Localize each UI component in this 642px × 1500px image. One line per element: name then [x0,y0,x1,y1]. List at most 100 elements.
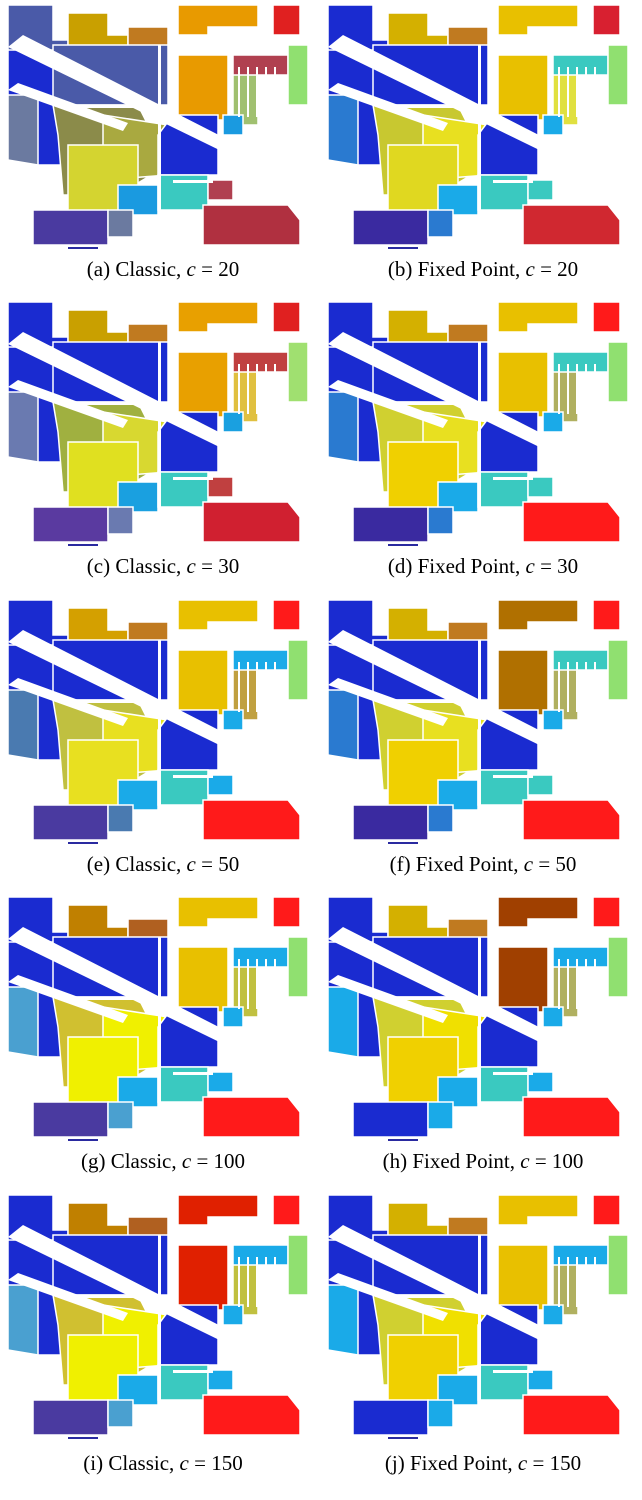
road-diagonal [328,332,578,460]
caption-label: (j) Fixed Point, [384,1451,513,1475]
map-region [177,897,259,928]
parcel-divider [274,959,276,1009]
parcel-divider [594,662,596,712]
map-region [222,1006,244,1028]
parcel-divider [274,364,276,414]
parcel-divider [247,662,249,712]
parcel-divider [558,959,560,1009]
map-region [328,689,359,761]
map-region [497,946,549,1013]
caption-eq: = [196,1149,209,1173]
road-horizontal [173,1370,213,1373]
map-region [272,5,301,36]
parcel-divider [274,1257,276,1307]
segmentation-map-e [8,600,308,845]
map-region [272,302,301,333]
parcel-divider [238,1257,240,1307]
road-horizontal [173,1072,213,1075]
caption-label: (b) Fixed Point, [387,257,521,281]
parcel-divider [274,662,276,712]
caption-var: c [179,1451,189,1475]
map-region [272,600,301,631]
caption-label: (e) Classic, [86,852,182,876]
map-region [328,1284,359,1356]
road-horizontal [493,180,533,183]
parcel-divider [594,1257,596,1307]
caption-g: (g) Classic, c = 100 [8,1149,318,1173]
caption-value: 50 [555,852,577,876]
map-region [552,649,609,671]
map-region [177,302,259,333]
road-diagonal [8,1225,258,1353]
road-horizontal [493,477,533,480]
map-region [497,600,579,631]
parcel-divider [567,959,569,1009]
parcel-divider [256,364,258,414]
map-region [497,897,579,928]
parcel-divider [558,662,560,712]
map-region [232,1244,289,1266]
map-region [522,501,621,543]
caption-value: 20 [557,257,579,281]
map-region [177,649,229,716]
caption-eq: = [534,1149,547,1173]
road-horizontal [388,700,488,703]
map-region [527,179,554,201]
segmentation-map-i [8,1195,308,1440]
road-diagonal [328,630,578,758]
map-region [527,476,554,498]
caption-label: (h) Fixed Point, [382,1149,515,1173]
caption-d: (d) Fixed Point, c = 30 [328,554,638,578]
parcel-divider [265,662,267,712]
caption-label: (c) Classic, [86,554,182,578]
map-region [202,204,301,246]
caption-eq: = [540,554,552,578]
map-region [32,1399,109,1436]
map-underline [68,247,98,249]
parcel-divider [265,364,267,414]
parcel-divider [247,67,249,117]
map-underline [388,544,418,546]
map-region [232,946,289,968]
caption-label: (a) Classic, [86,257,182,281]
road-vertical [158,1235,161,1435]
map-region [32,804,109,841]
segmentation-map-h [328,897,628,1142]
panel-e: (e) Classic, c = 50 [8,600,318,900]
map-region [427,804,454,833]
caption-var: c [523,852,534,876]
map-region [552,351,609,373]
panel-h: (h) Fixed Point, c = 100 [328,897,638,1197]
segmentation-map-g [8,897,308,1142]
road-horizontal [68,402,168,405]
road-horizontal [388,105,488,108]
panel-d: (d) Fixed Point, c = 30 [328,302,638,602]
map-region [107,506,134,535]
map-underline [388,842,418,844]
map-region [202,1096,301,1138]
parcel-divider [585,67,587,117]
caption-h: (h) Fixed Point, c = 100 [328,1149,638,1173]
map-region [177,351,229,418]
map-region [222,411,244,433]
map-region [232,351,289,373]
map-underline [68,1139,98,1141]
caption-value: 150 [549,1451,582,1475]
road-vertical [478,342,481,542]
map-region [107,1399,134,1428]
caption-value: 150 [211,1451,243,1475]
caption-label: (g) Classic, [80,1149,177,1173]
map-region [177,5,259,36]
map-region [497,649,549,716]
segmentation-map-j [328,1195,628,1440]
caption-value: 30 [218,554,240,578]
map-region [177,946,229,1013]
map-region [352,1101,429,1138]
map-region [427,506,454,535]
parcel-divider [265,1257,267,1307]
caption-a: (a) Classic, c = 20 [8,257,318,281]
parcel-divider [576,67,578,117]
map-region [497,54,549,121]
parcel-divider [265,959,267,1009]
road-horizontal [388,402,488,405]
